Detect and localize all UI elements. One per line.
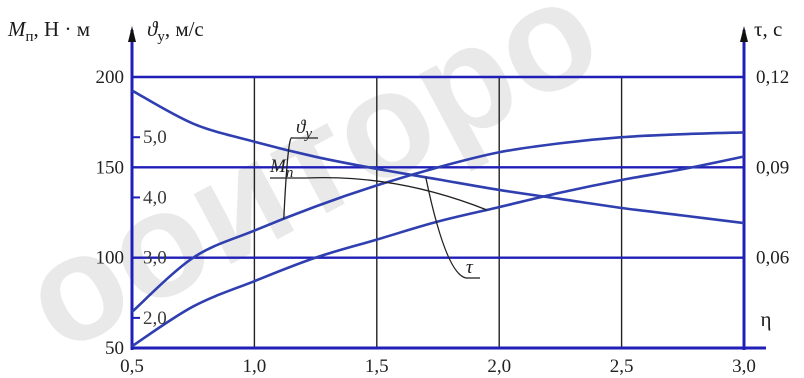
left-tick-0: 50 <box>105 338 124 359</box>
inner-axis-title: ϑу, м/с <box>147 17 204 45</box>
left-axis-title: Mп, Н · м <box>7 17 90 45</box>
series-line-0 <box>131 131 745 313</box>
labels-group: 50 100 150 200 2,0 3,0 4,0 5,0 0,06 0,09 0,12 0,5 1,… <box>7 17 789 377</box>
right-tick-1: 0,09 <box>756 157 789 178</box>
label-tau-leader <box>425 177 467 279</box>
watermark: ооиторо <box>0 0 624 378</box>
x-tick-2: 1,5 <box>365 356 389 377</box>
label-vy-sub: у <box>303 126 312 142</box>
right-axis-arrow <box>740 26 748 42</box>
axes <box>128 26 766 350</box>
inner-axis-title-rest: , м/с <box>165 17 204 41</box>
label-vy: ϑу <box>296 117 312 142</box>
label-mp: Mп <box>269 156 293 181</box>
label-mp-main: M <box>269 156 287 177</box>
inner-tick-2: 4,0 <box>143 187 167 208</box>
series-line-2 <box>131 89 745 225</box>
x-axis-label: η <box>761 307 772 331</box>
inner-axis-title-sub: у <box>157 29 165 45</box>
left-tick-2: 150 <box>96 157 125 178</box>
left-axis-title-main: M <box>7 17 27 41</box>
series-group <box>131 89 745 348</box>
left-axis-title-rest: , Н · м <box>34 17 90 41</box>
x-tick-0: 0,5 <box>120 356 144 377</box>
label-tau: τ <box>466 257 474 278</box>
label-mp-leader <box>305 176 488 211</box>
x-tick-4: 2,5 <box>610 356 634 377</box>
left-axis-title-sub: п <box>26 29 34 45</box>
inner-tick-0: 2,0 <box>143 308 167 329</box>
inner-tick-1: 3,0 <box>143 248 167 269</box>
series-line-1 <box>131 155 745 348</box>
left-tick-1: 100 <box>96 248 125 269</box>
label-vy-leader <box>283 137 293 220</box>
inner-axis-title-main: ϑ <box>147 17 159 41</box>
left-axis-arrow <box>128 26 136 42</box>
x-tick-3: 2,0 <box>487 356 511 377</box>
inner-tick-3: 5,0 <box>143 127 167 148</box>
label-mp-sub: п <box>286 165 294 181</box>
left-tick-3: 200 <box>96 67 125 88</box>
x-tick-5: 3,0 <box>732 356 756 377</box>
right-axis-title: τ, с <box>754 17 782 41</box>
right-tick-0: 0,06 <box>756 248 789 269</box>
x-tick-1: 1,0 <box>243 356 267 377</box>
label-vy-main: ϑ <box>296 117 307 138</box>
right-tick-2: 0,12 <box>756 67 789 88</box>
